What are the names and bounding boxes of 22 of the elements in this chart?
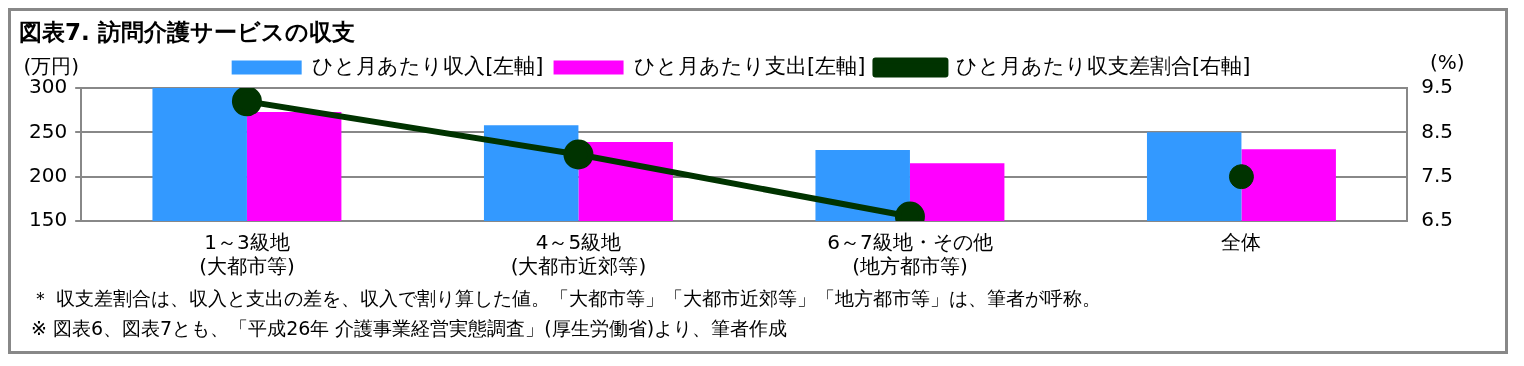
- x-tick-label: 6～7級地・その他 (地方都市等): [827, 230, 993, 279]
- y2-tick-label: 6.5: [1421, 207, 1454, 232]
- y-axis-title: (万円): [23, 54, 79, 79]
- y2-axis-title: (%): [1429, 50, 1465, 75]
- chart-title: 図表7. 訪問介護サービスの収支: [18, 18, 356, 47]
- text: ※ 図表6、図表7とも、「平成26年 介護事業経営実態調査」(厚生労働省)より、筆者作成: [30, 316, 789, 341]
- y2-tick-label: 8.5: [1421, 118, 1454, 143]
- y2-tick-label: 9.5: [1421, 74, 1454, 99]
- y2-tick-label: 7.5: [1421, 162, 1454, 187]
- point: [231, 88, 262, 117]
- y-tick-label: 150: [28, 207, 68, 232]
- x-tick-label: 4～5級地 (大都市近郊等): [510, 230, 647, 279]
- x-tick-label: 1～3級地 (大都市等): [199, 230, 295, 279]
- point: [563, 139, 594, 170]
- point: [1228, 164, 1254, 190]
- y-tick-label: 250: [28, 118, 68, 143]
- text: ＊ 収支差割合は、収入と支出の差を、収入で割り算した値。「大都市等」「大都市近郊等」「地方都市等」は、筆者が呼称。: [30, 286, 1103, 311]
- y-tick-label: 200: [28, 162, 68, 187]
- legend-label: ひと月あたり収支差割合[右軸]: [955, 53, 1251, 78]
- x-tick-label: 全体: [1221, 230, 1262, 255]
- legend-label: ひと月あたり収入[左軸]: [312, 53, 544, 78]
- legend-label: ひと月あたり支出[左軸]: [634, 53, 866, 78]
